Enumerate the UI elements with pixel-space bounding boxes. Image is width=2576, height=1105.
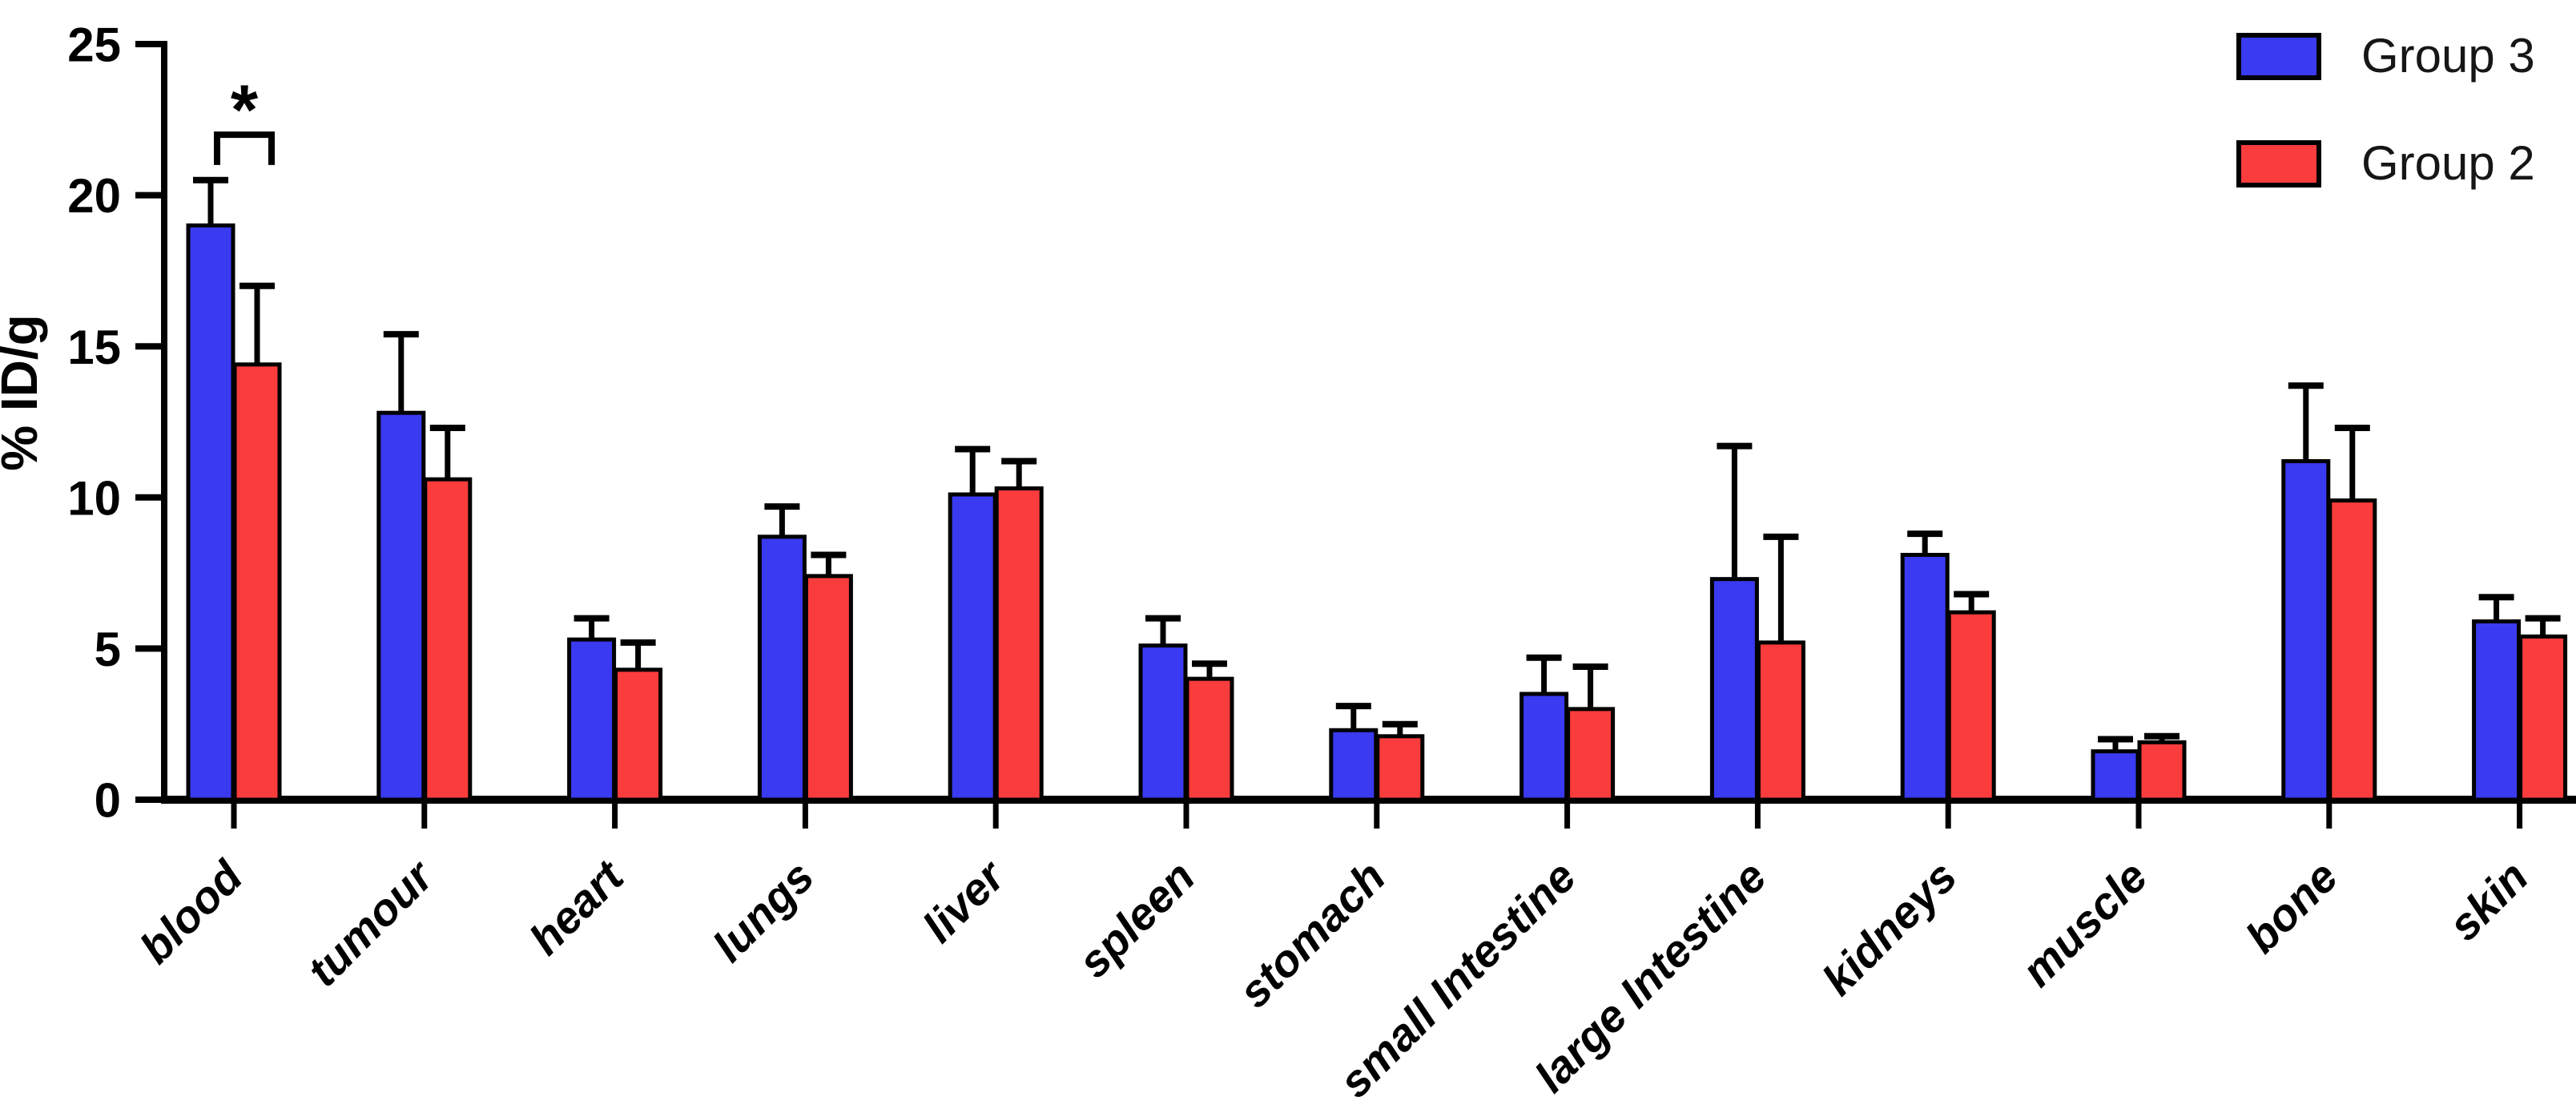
bar-group-3-spleen xyxy=(1138,643,1188,802)
x-category-label: bone xyxy=(2236,851,2347,962)
bar-group-2-kidneys xyxy=(1946,610,1996,802)
x-category-label: muscle xyxy=(2011,851,2156,996)
bar-group-3-stomach xyxy=(1329,728,1379,802)
bar-group-2-blood xyxy=(232,362,282,802)
y-axis-title: % ID/g xyxy=(0,314,48,471)
y-tick-label: 25 xyxy=(67,18,121,72)
x-category-label: stomach xyxy=(1229,851,1395,1017)
legend-item-group2: Group 2 xyxy=(2236,139,2535,188)
y-tick-label: 10 xyxy=(67,471,121,525)
y-tick-label: 5 xyxy=(95,623,121,676)
bar-group-3-large-intestine xyxy=(1709,577,1759,802)
legend-swatch-group3 xyxy=(2236,32,2321,80)
legend-label-group2: Group 2 xyxy=(2361,136,2535,190)
x-category-label: heart xyxy=(520,849,634,964)
bar-group-3-skin xyxy=(2472,619,2522,802)
bar-group-2-bone xyxy=(2328,498,2377,802)
bar-group-2-liver xyxy=(994,486,1044,802)
bar-group-2-spleen xyxy=(1185,676,1234,802)
bar-group-2-skin xyxy=(2518,634,2568,802)
x-category-label: lungs xyxy=(703,851,823,971)
x-category-label: kidneys xyxy=(1813,851,1966,1005)
x-category-label: liver xyxy=(913,849,1016,952)
bar-group-3-muscle xyxy=(2091,749,2140,802)
bar-group-2-stomach xyxy=(1375,734,1425,802)
legend-swatch-group2 xyxy=(2236,139,2321,188)
x-category-label: spleen xyxy=(1068,851,1204,987)
bar-group-3-small-intestine xyxy=(1519,692,1569,802)
bar-group-2-large-intestine xyxy=(1756,640,1805,802)
bar-group-3-tumour xyxy=(376,410,426,802)
x-category-label: tumour xyxy=(297,849,444,996)
bar-group-2-heart xyxy=(614,667,663,802)
significance-star: * xyxy=(231,70,259,149)
legend: Group 3 Group 2 xyxy=(2236,32,2535,188)
y-tick-label: 0 xyxy=(95,774,121,828)
x-category-label: blood xyxy=(130,850,253,974)
y-tick-label: 20 xyxy=(67,169,121,223)
x-category-label: skin xyxy=(2438,851,2538,950)
y-tick-label: 15 xyxy=(67,321,121,374)
bar-group-3-blood xyxy=(186,223,235,802)
bar-group-2-muscle xyxy=(2137,740,2187,802)
bar-group-3-lungs xyxy=(757,534,807,802)
bar-group-3-heart xyxy=(567,637,617,802)
bar-group-2-tumour xyxy=(423,477,473,802)
legend-item-group3: Group 3 xyxy=(2236,32,2535,80)
bar-group-2-lungs xyxy=(803,574,853,802)
bar-group-2-small-intestine xyxy=(1566,707,1616,802)
bar-group-3-kidneys xyxy=(1900,552,1950,802)
bar-group-3-bone xyxy=(2281,459,2331,802)
significance-bracket xyxy=(214,131,275,165)
legend-label-group3: Group 3 xyxy=(2361,29,2535,83)
bar-group-3-liver xyxy=(948,492,997,802)
